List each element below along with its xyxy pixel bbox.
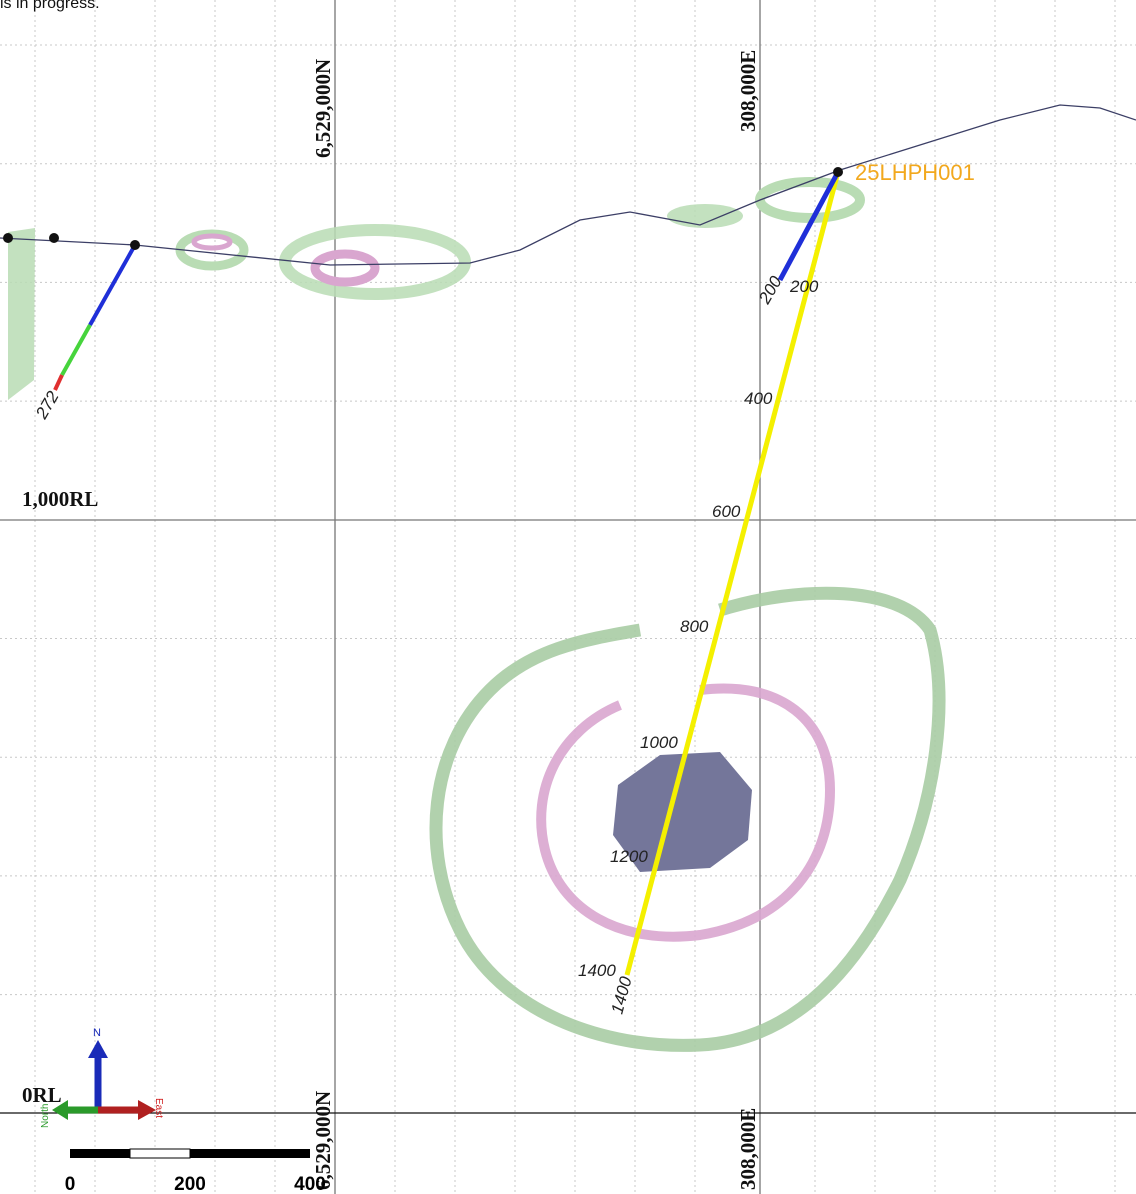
drillhole-trace — [88, 244, 137, 326]
shell — [279, 224, 471, 300]
shell — [667, 204, 743, 228]
topography — [0, 104, 1136, 266]
drillhole-trace — [53, 374, 64, 391]
triad-arrow — [138, 1100, 156, 1120]
shell — [310, 249, 380, 287]
header-fragment: ls in progress. — [0, 0, 100, 12]
depth-label: 272 — [32, 387, 63, 422]
inner-shell — [536, 683, 836, 942]
triad-arrow — [52, 1100, 68, 1120]
outer-shell — [429, 586, 946, 1052]
collar — [3, 233, 13, 243]
depth-label: 200 — [789, 277, 819, 296]
hole-name: 25LHPH001 — [855, 160, 975, 185]
triad-label: North — [40, 1104, 51, 1128]
shell — [8, 228, 35, 400]
grid-label: 6,529,000N — [311, 1091, 335, 1190]
depth-label: 1000 — [640, 733, 678, 752]
depth-label: 400 — [744, 389, 773, 408]
grid-label: 0RL — [22, 1083, 62, 1107]
grid-label: 6,529,000N — [311, 59, 335, 158]
triad-label: East — [153, 1098, 164, 1118]
drillhole-trace — [777, 170, 841, 282]
drillhole-trace — [60, 324, 92, 376]
triad-label: N — [93, 1027, 101, 1039]
depth-label: 600 — [712, 502, 741, 521]
scale-segment — [129, 1148, 191, 1159]
scale-label: 200 — [174, 1174, 206, 1194]
core-body — [613, 752, 752, 872]
depth-label: 800 — [680, 617, 709, 636]
shell — [755, 177, 865, 223]
scale-segment — [70, 1149, 130, 1158]
collar — [49, 233, 59, 243]
depth-label: 1400 — [578, 961, 616, 980]
scale-label: 400 — [294, 1174, 326, 1194]
grid-label: 308,000E — [736, 1108, 760, 1190]
scale-segment — [190, 1149, 310, 1158]
collar — [130, 240, 140, 250]
depth-label: 1200 — [610, 847, 648, 866]
drillhole-trace — [624, 171, 841, 976]
shell — [191, 233, 233, 251]
collar — [833, 167, 843, 177]
grid-label: 308,000E — [736, 50, 760, 132]
grid-label: 1,000RL — [22, 487, 98, 511]
scale-label: 0 — [65, 1174, 76, 1194]
triad-arrow — [88, 1040, 108, 1058]
